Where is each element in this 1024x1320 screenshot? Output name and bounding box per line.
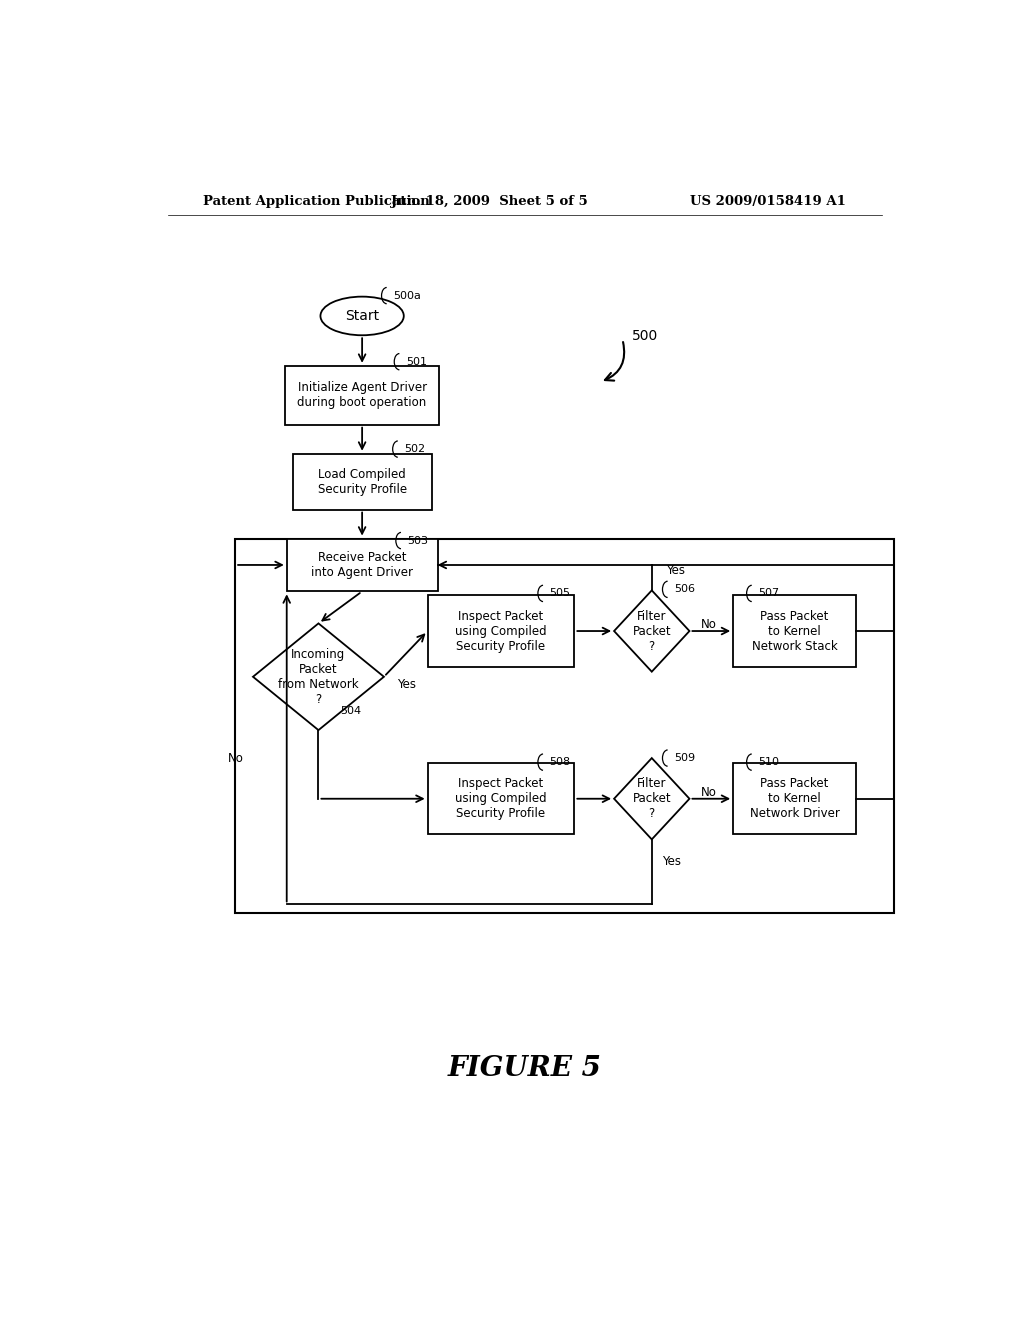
Text: Yes: Yes — [666, 564, 685, 577]
Text: No: No — [701, 787, 717, 799]
Text: Jun. 18, 2009  Sheet 5 of 5: Jun. 18, 2009 Sheet 5 of 5 — [391, 194, 588, 207]
FancyBboxPatch shape — [287, 539, 437, 591]
Text: No: No — [227, 752, 244, 766]
Text: Inspect Packet
using Compiled
Security Profile: Inspect Packet using Compiled Security P… — [456, 610, 547, 652]
Text: FIGURE 5: FIGURE 5 — [447, 1055, 602, 1081]
Text: Pass Packet
to Kernel
Network Stack: Pass Packet to Kernel Network Stack — [752, 610, 838, 652]
Text: 501: 501 — [406, 356, 427, 367]
Polygon shape — [253, 623, 384, 730]
Text: Patent Application Publication: Patent Application Publication — [204, 194, 430, 207]
Text: Incoming
Packet
from Network
?: Incoming Packet from Network ? — [279, 648, 358, 706]
FancyBboxPatch shape — [428, 595, 574, 667]
FancyBboxPatch shape — [293, 454, 431, 510]
Text: 509: 509 — [674, 754, 695, 763]
Text: Filter
Packet
?: Filter Packet ? — [633, 777, 671, 820]
Text: 510: 510 — [758, 758, 779, 767]
FancyBboxPatch shape — [733, 595, 856, 667]
Text: Yes: Yes — [396, 678, 416, 692]
FancyBboxPatch shape — [428, 763, 574, 834]
Text: US 2009/0158419 A1: US 2009/0158419 A1 — [690, 194, 846, 207]
Ellipse shape — [321, 297, 403, 335]
FancyBboxPatch shape — [285, 366, 439, 425]
Text: 507: 507 — [758, 589, 779, 598]
Text: 500a: 500a — [393, 290, 421, 301]
Text: Inspect Packet
using Compiled
Security Profile: Inspect Packet using Compiled Security P… — [456, 777, 547, 820]
Text: Load Compiled
Security Profile: Load Compiled Security Profile — [317, 467, 407, 495]
Text: Initialize Agent Driver
during boot operation: Initialize Agent Driver during boot oper… — [298, 381, 427, 409]
Text: 506: 506 — [674, 585, 695, 594]
Text: No: No — [701, 619, 717, 631]
Text: 505: 505 — [550, 589, 570, 598]
Text: 503: 503 — [408, 536, 428, 545]
Text: Yes: Yes — [663, 855, 681, 869]
Text: 502: 502 — [404, 444, 425, 454]
Bar — [236, 539, 894, 912]
Text: 500: 500 — [632, 329, 658, 343]
Text: Start: Start — [345, 309, 379, 323]
Text: Pass Packet
to Kernel
Network Driver: Pass Packet to Kernel Network Driver — [750, 777, 840, 820]
Text: 504: 504 — [341, 706, 361, 717]
Text: Receive Packet
into Agent Driver: Receive Packet into Agent Driver — [311, 550, 413, 579]
Text: 508: 508 — [550, 758, 570, 767]
Text: Filter
Packet
?: Filter Packet ? — [633, 610, 671, 652]
FancyBboxPatch shape — [733, 763, 856, 834]
Polygon shape — [614, 758, 689, 840]
Polygon shape — [614, 590, 689, 672]
